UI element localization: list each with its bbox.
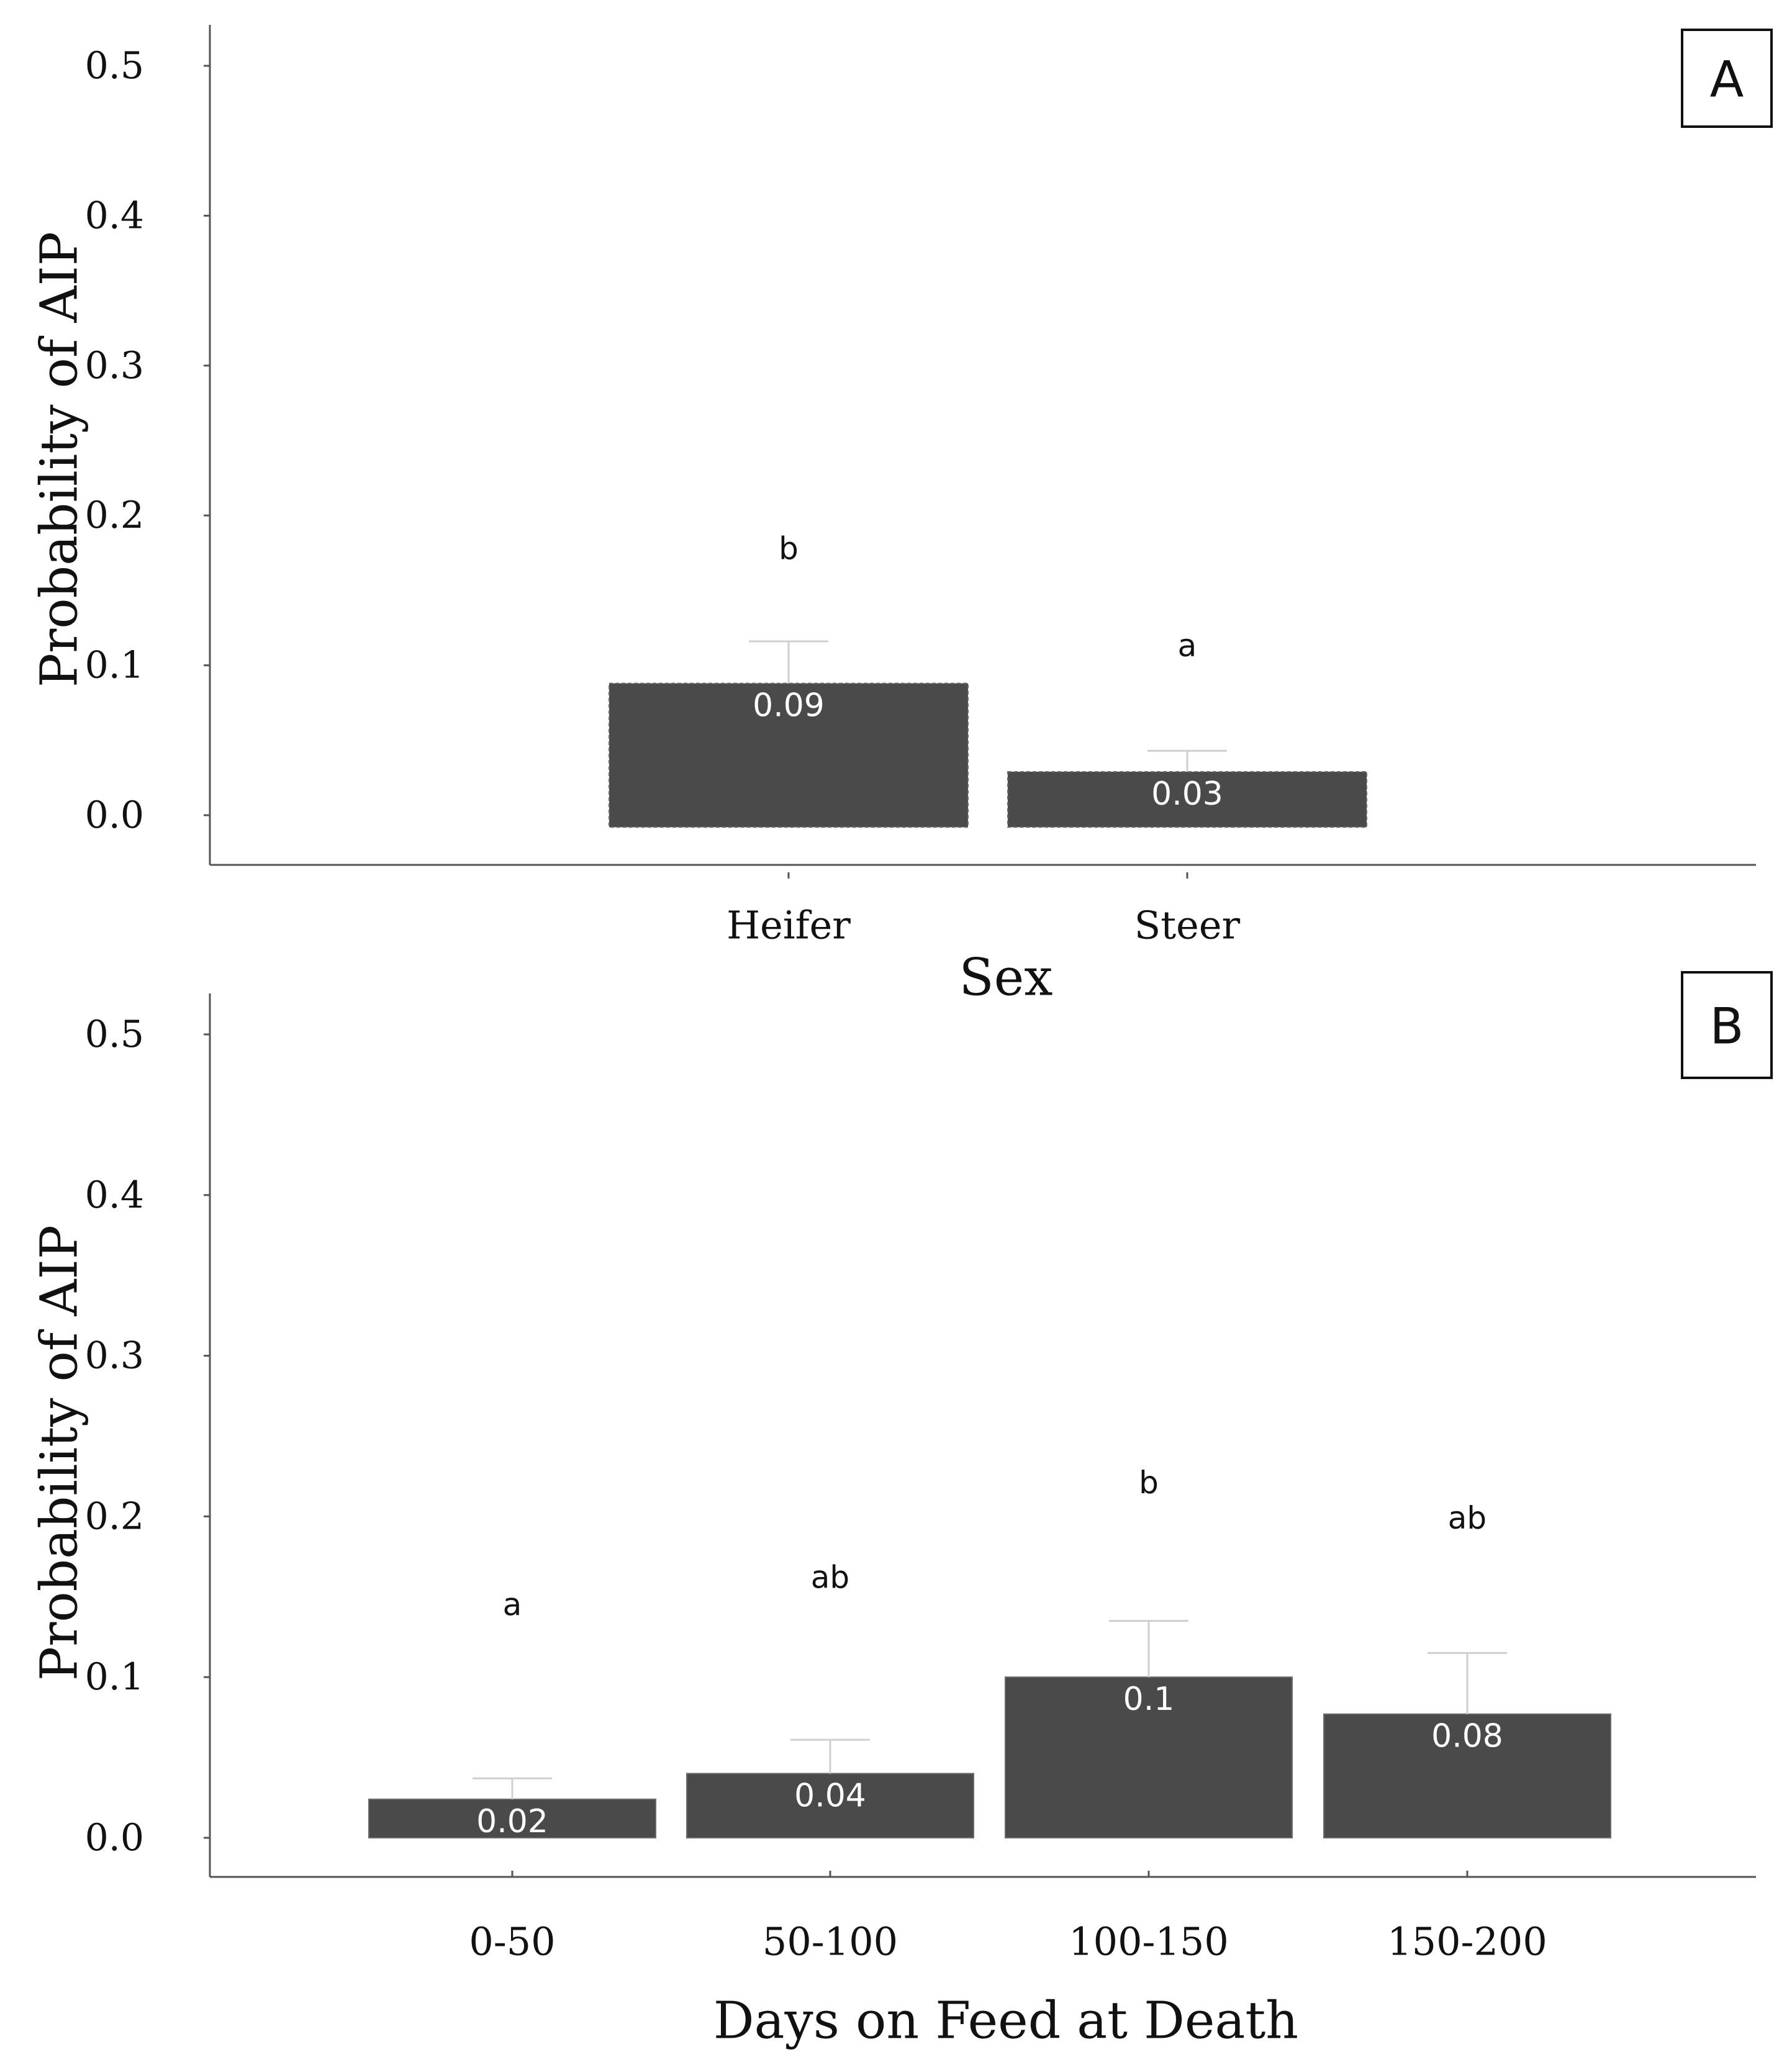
bar-value-label: 0.03: [1151, 775, 1223, 813]
panel-label: A: [1710, 51, 1744, 109]
y-tick-label: 0.1: [85, 644, 144, 687]
panel-label: B: [1710, 998, 1744, 1055]
significance-letter: a: [503, 1587, 522, 1623]
bar: [1323, 1713, 1611, 1839]
x-tick-label: 150-200: [1387, 1919, 1547, 1964]
significance-letter: ab: [811, 1560, 849, 1596]
y-axis-title: Probability of AIP: [30, 1225, 89, 1681]
y-tick-label: 0.1: [85, 1655, 144, 1699]
significance-letter: a: [1178, 628, 1197, 664]
bar: [1007, 771, 1367, 828]
significance-letter: b: [1139, 1465, 1159, 1501]
y-tick-label: 0.3: [85, 1334, 144, 1378]
x-axis-title: Sex: [959, 949, 1053, 1008]
bar-value-label: 0.04: [794, 1777, 866, 1814]
bar: [368, 1798, 656, 1838]
y-axis-title: Probability of AIP: [30, 232, 89, 687]
bar-value-label: 0.1: [1123, 1681, 1175, 1718]
bar: [1005, 1676, 1293, 1838]
bar-value-label: 0.09: [753, 687, 825, 725]
y-tick-label: 0.5: [85, 44, 144, 88]
y-tick-label: 0.2: [85, 1494, 144, 1538]
bar: [609, 682, 969, 828]
y-tick-label: 0.0: [85, 793, 144, 837]
y-tick-label: 0.4: [85, 1173, 144, 1217]
chart-panel-b: 0.0 0.1 0.2 0.3 0.4 0.5 Probability of AIP 0.02…: [30, 971, 1773, 2051]
x-tick-label: 100-150: [1069, 1919, 1229, 1964]
x-tick-label: Steer: [1134, 903, 1241, 948]
panel-label-box: [1681, 971, 1773, 1079]
x-tick-label: Heifer: [726, 903, 851, 948]
x-tick-label: 0-50: [469, 1919, 555, 1964]
x-axis-title: Days on Feed at Death: [713, 1992, 1298, 2051]
y-tick-label: 0.5: [85, 1013, 144, 1056]
y-tick-label: 0.4: [85, 194, 144, 237]
y-tick-label: 0.2: [85, 494, 144, 537]
bar-value-label: 0.08: [1431, 1718, 1503, 1755]
x-tick-label: 50-100: [763, 1919, 898, 1964]
y-tick-label: 0.3: [85, 344, 144, 387]
panel-label-box: [1681, 29, 1773, 128]
significance-letter: b: [779, 530, 799, 566]
chart-panel-a: 0.0 0.1 0.2 0.3 0.4 0.5 Probability of AIP 0.09…: [30, 25, 1773, 1008]
y-tick-label: 0.0: [85, 1816, 144, 1860]
bar-value-label: 0.02: [476, 1803, 548, 1840]
significance-letter: ab: [1448, 1500, 1487, 1536]
